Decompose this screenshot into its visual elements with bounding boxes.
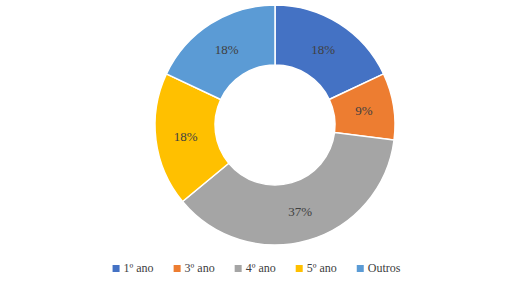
data-label: 9% [355, 103, 373, 118]
legend-item: 5º ano [296, 261, 337, 275]
legend-label: 1º ano [124, 261, 154, 275]
data-label: 18% [311, 42, 335, 57]
legend-label: Outros [368, 261, 401, 275]
legend-label: 3º ano [185, 261, 215, 275]
legend-label: 5º ano [307, 261, 337, 275]
legend-swatch [235, 265, 242, 272]
legend-swatch [174, 265, 181, 272]
legend-item: Outros [357, 261, 401, 275]
legend-swatch [113, 265, 120, 272]
data-label: 18% [215, 42, 239, 57]
legend-swatch [296, 265, 303, 272]
legend-item: 1º ano [113, 261, 154, 275]
data-labels: 18% 9% 37% 18% 18% [174, 42, 373, 219]
data-label: 37% [288, 204, 312, 219]
legend: 1º ano 3º ano 4º ano 5º ano Outros [113, 261, 401, 275]
slice [166, 5, 275, 99]
legend-label: 4º ano [246, 261, 276, 275]
legend-item: 3º ano [174, 261, 215, 275]
chart: 18% 9% 37% 18% 18% 1º ano 3º ano 4º ano 5º ano Ou… [0, 0, 513, 292]
legend-swatch [357, 265, 364, 272]
slice [329, 74, 395, 140]
donut [155, 5, 395, 245]
legend-item: 4º ano [235, 261, 276, 275]
data-label: 18% [174, 129, 198, 144]
